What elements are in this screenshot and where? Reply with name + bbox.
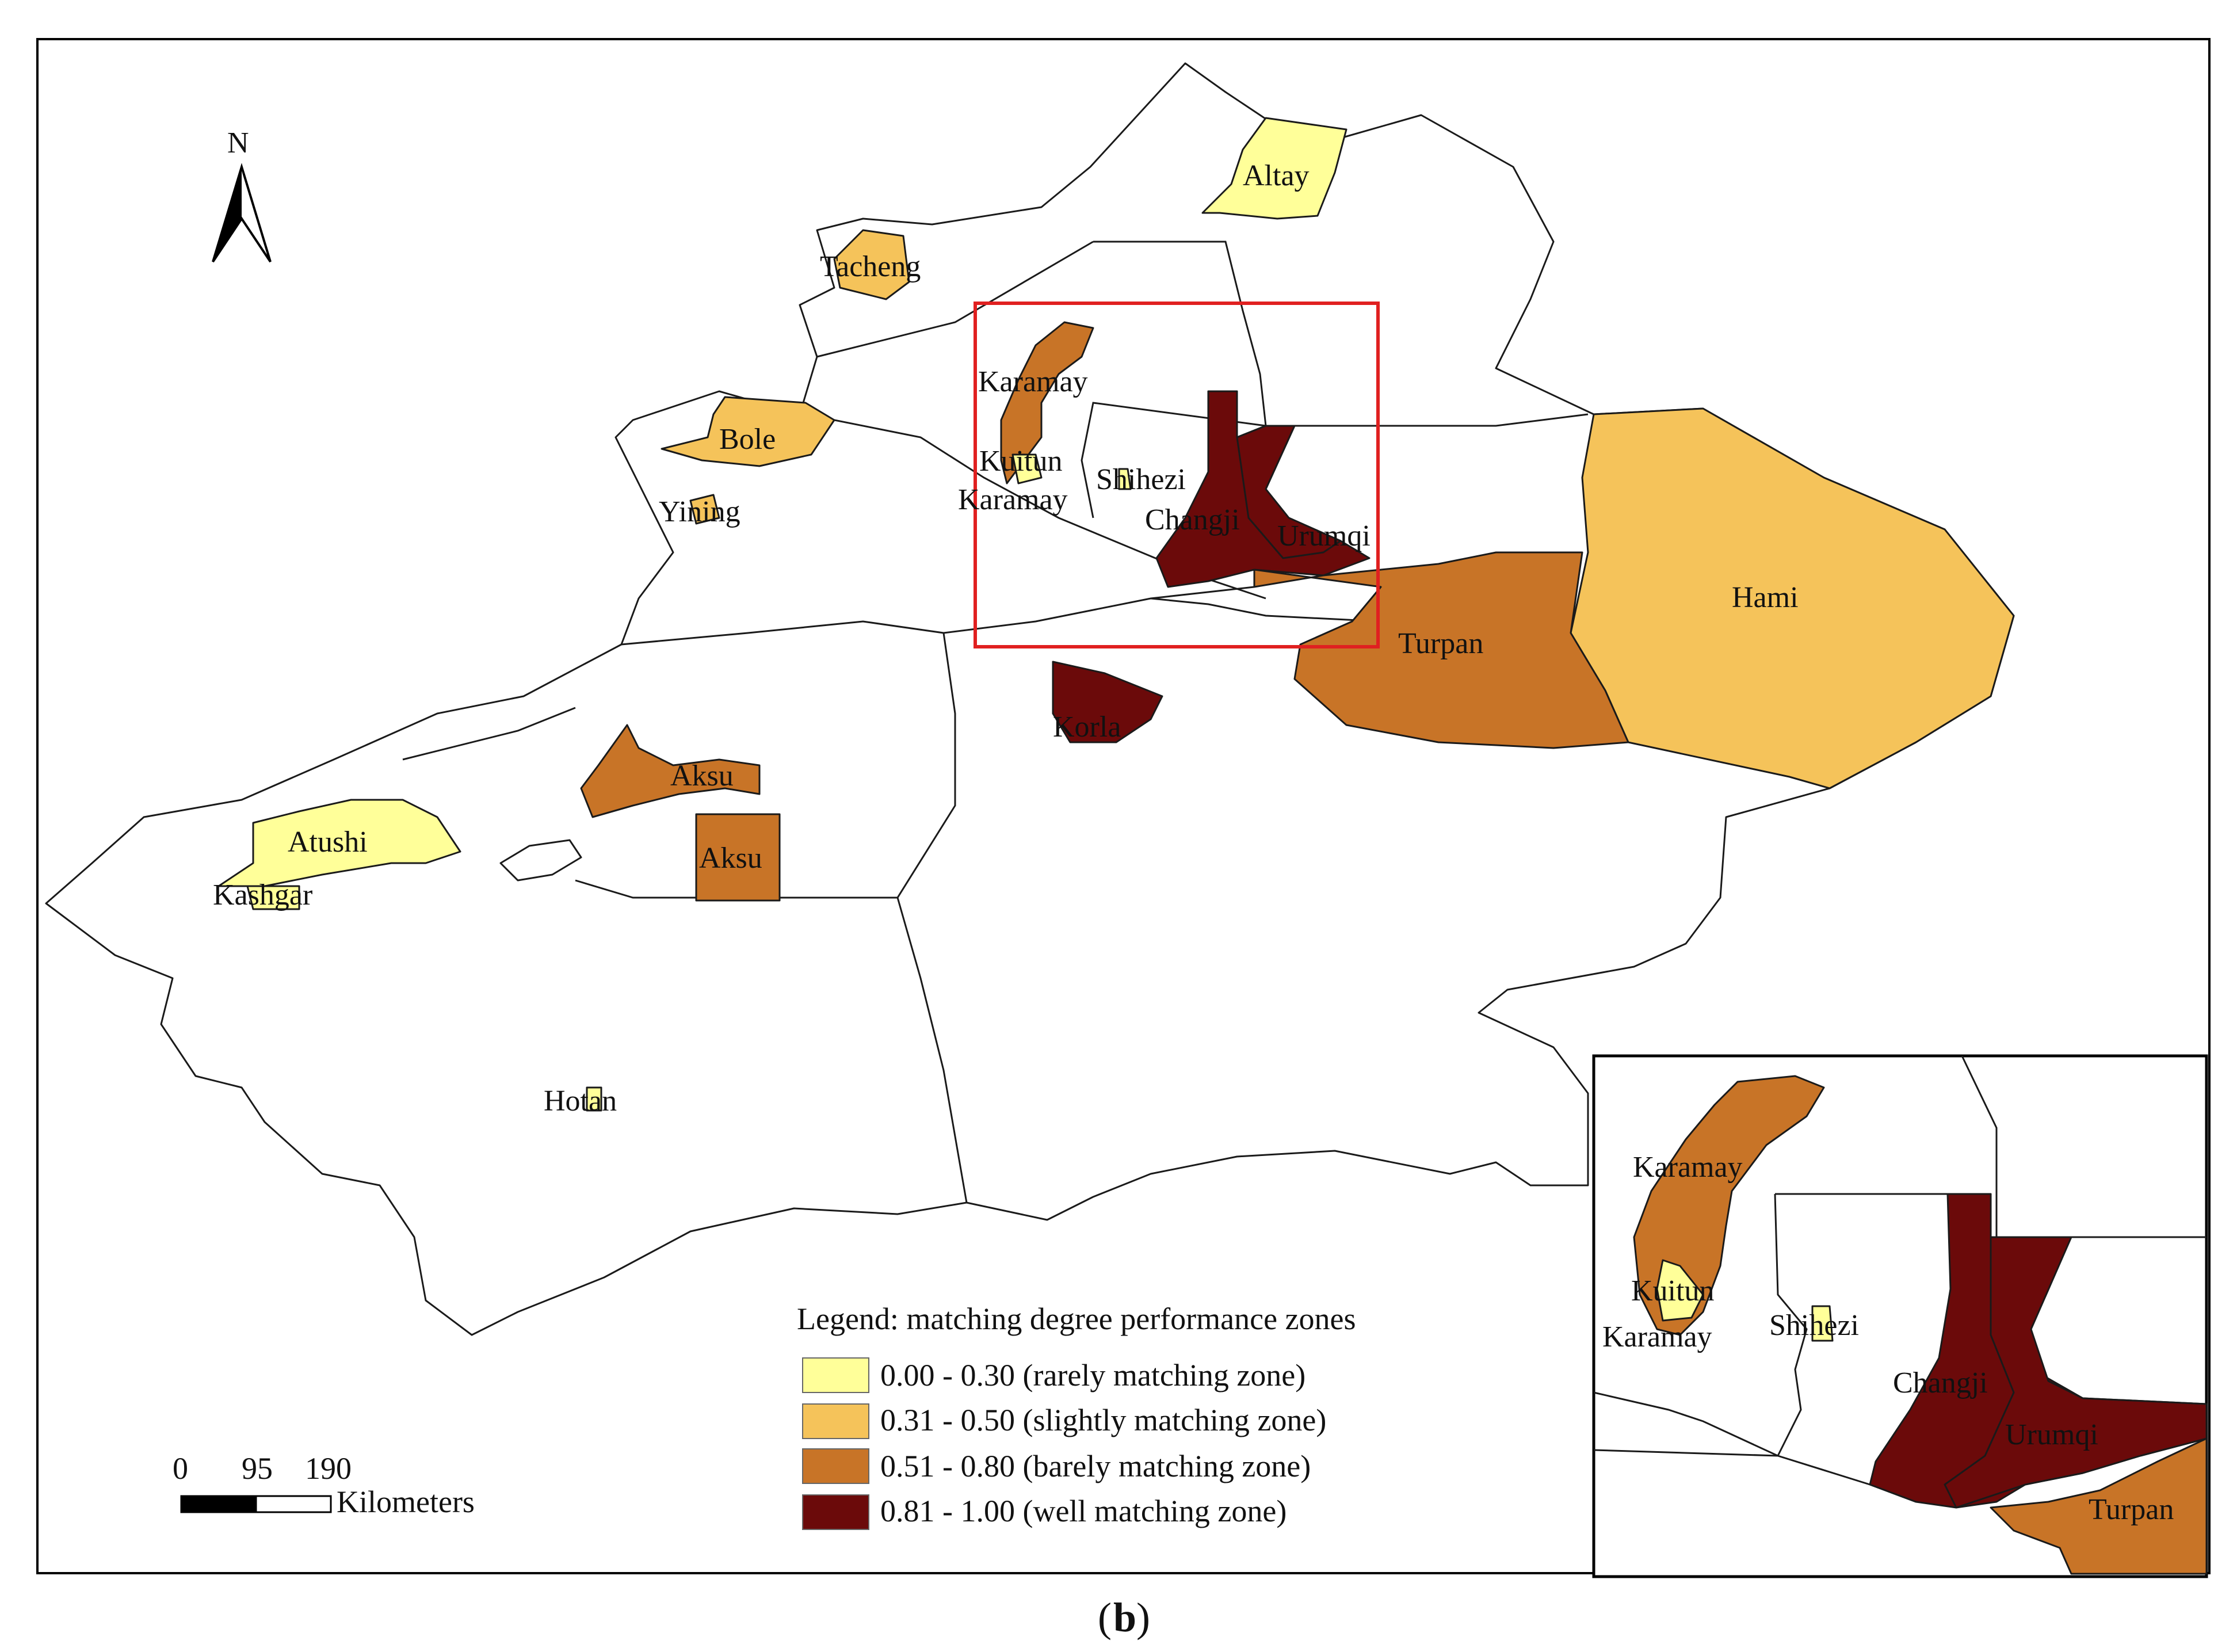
scale-bar-black [180,1495,257,1513]
region-shihezi [1118,468,1132,490]
legend-swatch-barely [802,1448,869,1484]
label-karamay: Karamay [978,365,1088,398]
label-atushi: Atushi [288,826,368,859]
label-kuitun: Kuitun [979,445,1062,478]
inset-label-shihezi: Shihezi [1769,1309,1859,1342]
inset-label-kuitun: Kuitun [1631,1275,1714,1307]
north-arrow: N [212,127,272,263]
inset-label-urumqi: Urumqi [2005,1418,2098,1451]
label-aksu2: Aksu [699,842,762,875]
region-atushi [217,799,461,887]
inset-frame-indicator [974,302,1380,648]
scale-tick-95: 95 [242,1451,273,1486]
inset-label-karamay2: Karamay [1602,1321,1712,1353]
caption-letter: b [1113,1594,1136,1640]
scale-bar-white [255,1495,332,1513]
boundary-lines [402,241,1589,1203]
inset-map: Karamay Kuitun Karamay Shihezi Changji U… [1592,1054,2208,1578]
label-altay: Altay [1243,159,1310,192]
inset-label-changji: Changji [1893,1367,1988,1399]
region-hami [1570,407,2015,789]
region-korla [1052,661,1163,743]
island-shape [499,839,582,882]
legend-swatch-rare [802,1357,869,1393]
label-changji: Changji [1145,503,1240,536]
legend-label-well: 0.81 - 1.00 (well matching zone) [880,1494,1287,1528]
inset-label-karamay: Karamay [1633,1151,1743,1184]
inset-region-urumqi [1944,1236,2208,1509]
label-karamay2: Karamay [958,483,1068,516]
inset-label-turpan: Turpan [2089,1493,2174,1526]
inset-region-kuitun [1656,1259,1704,1322]
label-shihezi: Shihezi [1096,463,1186,496]
label-turpan: Turpan [1398,627,1483,660]
region-yining [689,494,720,525]
scale-tick-0: 0 [173,1451,188,1486]
label-bole: Bole [719,423,776,456]
scale-bar: 0 95 190 Kilometers [173,1451,475,1519]
label-aksu: Aksu [670,760,734,792]
region-hotan [586,1086,602,1112]
label-hotan: Hotan [544,1085,617,1117]
label-korla: Korla [1053,711,1121,743]
region-altay [1201,117,1347,220]
region-tacheng [833,229,910,300]
caption-open: ( [1098,1594,1112,1640]
scale-unit: Kilometers [337,1485,475,1519]
legend-swatch-slight [802,1403,869,1439]
legend: Legend: matching degree performance zone… [797,1302,1356,1530]
legend-title: Legend: matching degree performance zone… [797,1302,1356,1336]
region-kuitun [1011,453,1043,484]
north-label: N [227,127,249,159]
caption-close: ) [1136,1594,1150,1640]
label-yining: Yining [659,495,740,528]
region-kashgar [246,885,300,910]
region-bole [661,396,835,467]
scale-tick-190: 190 [305,1451,352,1486]
legend-label-slight: 0.31 - 0.50 (slightly matching zone) [880,1403,1326,1437]
label-kashgar: Kashgar [213,879,312,911]
figure-caption: ( b ) [1098,1594,1150,1640]
north-arrow-half-icon [213,167,242,262]
label-hami: Hami [1732,581,1799,614]
legend-label-rare: 0.00 - 0.30 (rarely matching zone) [880,1358,1305,1392]
label-tacheng: Tacheng [820,250,921,283]
region-urumqi [1236,425,1342,559]
label-urumqi: Urumqi [1277,520,1371,552]
legend-label-barely: 0.51 - 0.80 (barely matching zone) [880,1449,1311,1483]
region-turpan [1253,551,1629,749]
region-aksu-north [580,724,761,818]
legend-swatch-well [802,1494,869,1530]
inset-region-turpan [1990,1437,2208,1575]
inset-region-shihezi [1811,1305,1834,1342]
region-aksu-south [695,813,781,902]
